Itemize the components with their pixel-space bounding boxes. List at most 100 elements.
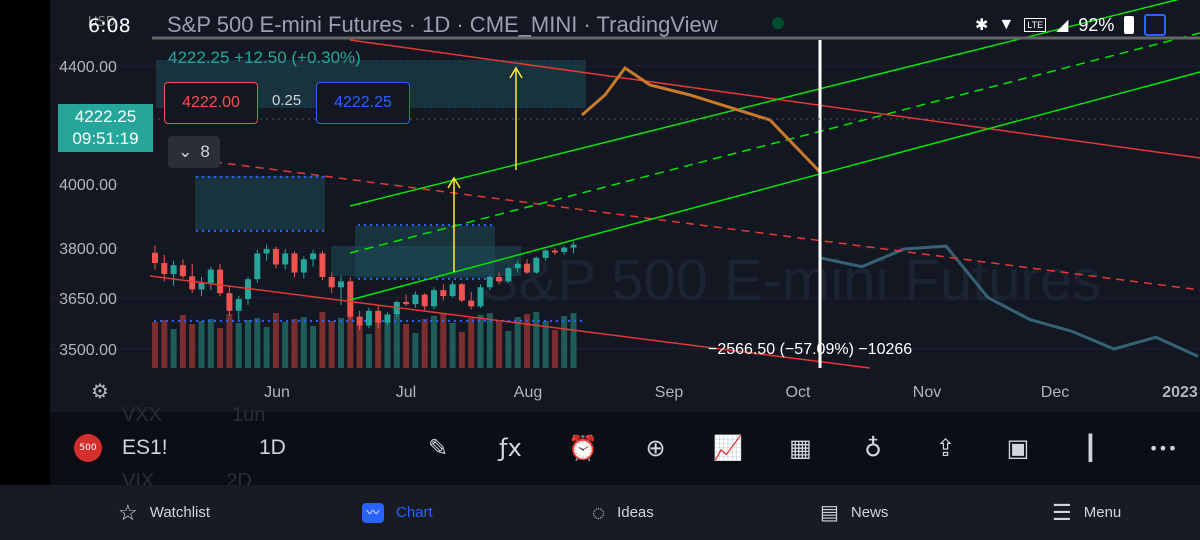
candle-body xyxy=(282,253,289,265)
price-tick-label: 3800.00 xyxy=(59,241,117,258)
candle-body xyxy=(217,269,224,294)
candle-body xyxy=(421,294,428,307)
sell-price: 4222.00 xyxy=(182,94,240,111)
chart-toolbar: VXX 1un VIX 2D 500 ES1! 1D ✎ ƒx ⏰ ⊕ 📈 ▦ ♁ ⇪ ▣ ┃ ••• xyxy=(50,404,1200,492)
symbol-selector[interactable]: 500 ES1! xyxy=(74,434,168,462)
plus-circle-icon[interactable]: ⊕ xyxy=(645,434,666,462)
volume-bar xyxy=(272,313,279,368)
bulb-icon: ◌ xyxy=(592,499,606,525)
volume-bar xyxy=(570,313,577,368)
more-icon[interactable]: ••• xyxy=(1148,438,1178,458)
pencil-icon[interactable]: ✎ xyxy=(427,434,449,462)
time-tick-label: Jun xyxy=(264,384,290,401)
interval-selector[interactable]: 1D xyxy=(259,436,286,459)
function-icon[interactable]: ƒx xyxy=(499,434,522,462)
volume-bar xyxy=(365,334,372,368)
nav-watchlist[interactable]: ☆ Watchlist xyxy=(118,485,210,540)
candle-body xyxy=(300,259,307,273)
nav-chart[interactable]: 〰 Chart xyxy=(362,485,433,540)
chart-area[interactable]: S&P 500 E-mini Futures 4400.00 4000.00 380… xyxy=(50,0,1200,412)
volume-bar xyxy=(356,325,363,368)
last-price-label: 4222.25 09:51:19 xyxy=(58,104,153,152)
volume-bar xyxy=(328,321,335,368)
candle-body xyxy=(198,282,205,290)
volume-bar xyxy=(170,329,177,368)
candle-body xyxy=(542,250,549,258)
trendline-red xyxy=(349,39,1200,159)
volume-bar xyxy=(449,323,456,368)
star-icon: ☆ xyxy=(118,499,138,525)
candle-body xyxy=(328,276,335,288)
nav-label: Watchlist xyxy=(149,504,211,521)
buy-button[interactable]: 4222.25 xyxy=(316,82,410,124)
channel-lower xyxy=(349,71,1200,301)
bluetooth-icon: ✱ xyxy=(975,17,989,34)
volume-bar xyxy=(533,312,540,368)
symbol-watermark: S&P 500 E-mini Futures xyxy=(480,248,1101,313)
share-icon[interactable]: ⇪ xyxy=(935,434,956,462)
lte-icon: LTE xyxy=(1024,18,1047,32)
candle-body xyxy=(533,257,540,273)
candle-body xyxy=(561,247,568,252)
candle-body xyxy=(365,310,372,326)
candle-body xyxy=(458,284,465,301)
nav-ideas[interactable]: ◌ Ideas xyxy=(592,485,654,540)
price-tick-label: 3500.00 xyxy=(59,342,117,359)
arrow-head-icon xyxy=(447,176,461,189)
ghost-interval: 1un xyxy=(232,404,266,426)
volume-bar xyxy=(384,317,391,368)
alarm-add-icon[interactable]: ⏰ xyxy=(568,434,598,462)
volume-bar xyxy=(551,330,558,368)
bottom-navigation: ☆ Watchlist 〰 Chart ◌ Ideas ▤ News ☰ Menu xyxy=(0,485,1200,540)
price-tick-label: 4000.00 xyxy=(59,177,117,194)
nav-label: Chart xyxy=(396,504,433,521)
volume-bar xyxy=(431,316,437,368)
chevron-down-icon: ⌄ xyxy=(178,142,193,161)
time-tick-label: 2023 xyxy=(1162,384,1198,401)
symbol-header[interactable]: S&P 500 E-mini Futures · 1D · CME_MINI ·… xyxy=(167,12,718,37)
buy-price: 4222.25 xyxy=(334,94,392,111)
settings-gear-icon[interactable]: ⚙ xyxy=(91,379,109,403)
chart-type-icon[interactable]: 📈 xyxy=(713,434,743,462)
nav-label: Ideas xyxy=(617,504,654,521)
candle-body xyxy=(440,290,447,297)
volume-bar xyxy=(403,324,410,368)
candles-icon[interactable]: ┃ xyxy=(1083,434,1098,462)
candle-body xyxy=(189,276,196,290)
battery-text: 92% xyxy=(1078,14,1115,35)
bar-countdown: 09:51:19 xyxy=(72,129,139,148)
calendar-icon[interactable]: ▣ xyxy=(1006,434,1030,462)
arrow-head-icon xyxy=(509,66,523,79)
future-price-path xyxy=(819,244,1199,358)
battery-icon xyxy=(1124,16,1135,34)
quote-line: 4222.25 +12.50 (+0.30%) xyxy=(168,48,361,67)
volume-bar xyxy=(421,319,428,368)
candle-body xyxy=(570,244,577,248)
candle-body xyxy=(431,290,437,307)
sell-button[interactable]: 4222.00 xyxy=(164,82,258,124)
volume-bar xyxy=(496,322,503,368)
volume-bar xyxy=(393,315,400,368)
price-axis[interactable]: 4400.00 4000.00 3800.00 3650.00 3500.00 xyxy=(59,59,117,359)
exchange-badge: 500 xyxy=(74,434,102,462)
candle-body xyxy=(170,265,177,275)
nav-news[interactable]: ▤ News xyxy=(820,485,888,540)
price-tick-label: 3650.00 xyxy=(59,291,117,308)
candle-body xyxy=(356,316,363,326)
future-price-line xyxy=(819,244,1199,358)
indicators-toggle[interactable]: ⌄ 8 xyxy=(168,136,220,168)
volume-bar xyxy=(347,316,354,368)
candle-body xyxy=(226,293,233,311)
candle-body xyxy=(449,284,456,297)
volume-bar xyxy=(505,331,512,368)
grid-icon[interactable]: ▦ xyxy=(789,434,812,462)
candle-body xyxy=(161,263,168,275)
time-axis[interactable]: Jun Jul Aug Sep Oct Nov Dec 2023 xyxy=(264,384,1198,401)
nav-menu[interactable]: ☰ Menu xyxy=(1052,485,1121,540)
volume-bar xyxy=(161,320,168,368)
bulb-icon[interactable]: ♁ xyxy=(864,434,882,462)
currency-label: USD xyxy=(88,15,116,30)
chart-icon: 〰 xyxy=(362,502,384,523)
volume-bar xyxy=(542,321,549,368)
volume-bar xyxy=(207,319,214,368)
